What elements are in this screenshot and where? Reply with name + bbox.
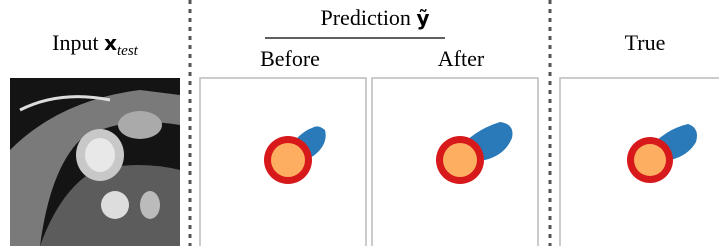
prediction-label: Prediction [321, 5, 411, 30]
before-label: Before [260, 46, 320, 71]
input-header: Input xtest [52, 30, 139, 59]
after-mask [372, 78, 538, 246]
after-label: After [438, 46, 485, 71]
true-mask [560, 78, 719, 246]
input-subscript: test [117, 43, 139, 59]
prediction-symbol: ỹ [416, 6, 429, 30]
prediction-header: Prediction ỹ [321, 5, 430, 30]
true-label: True [625, 30, 666, 55]
figure: Input xtest Prediction ỹ Before After Tr… [0, 0, 719, 246]
mri-image [10, 78, 180, 246]
before-mask [200, 78, 366, 246]
input-symbol: x [104, 31, 117, 55]
input-label: Input [52, 30, 98, 55]
